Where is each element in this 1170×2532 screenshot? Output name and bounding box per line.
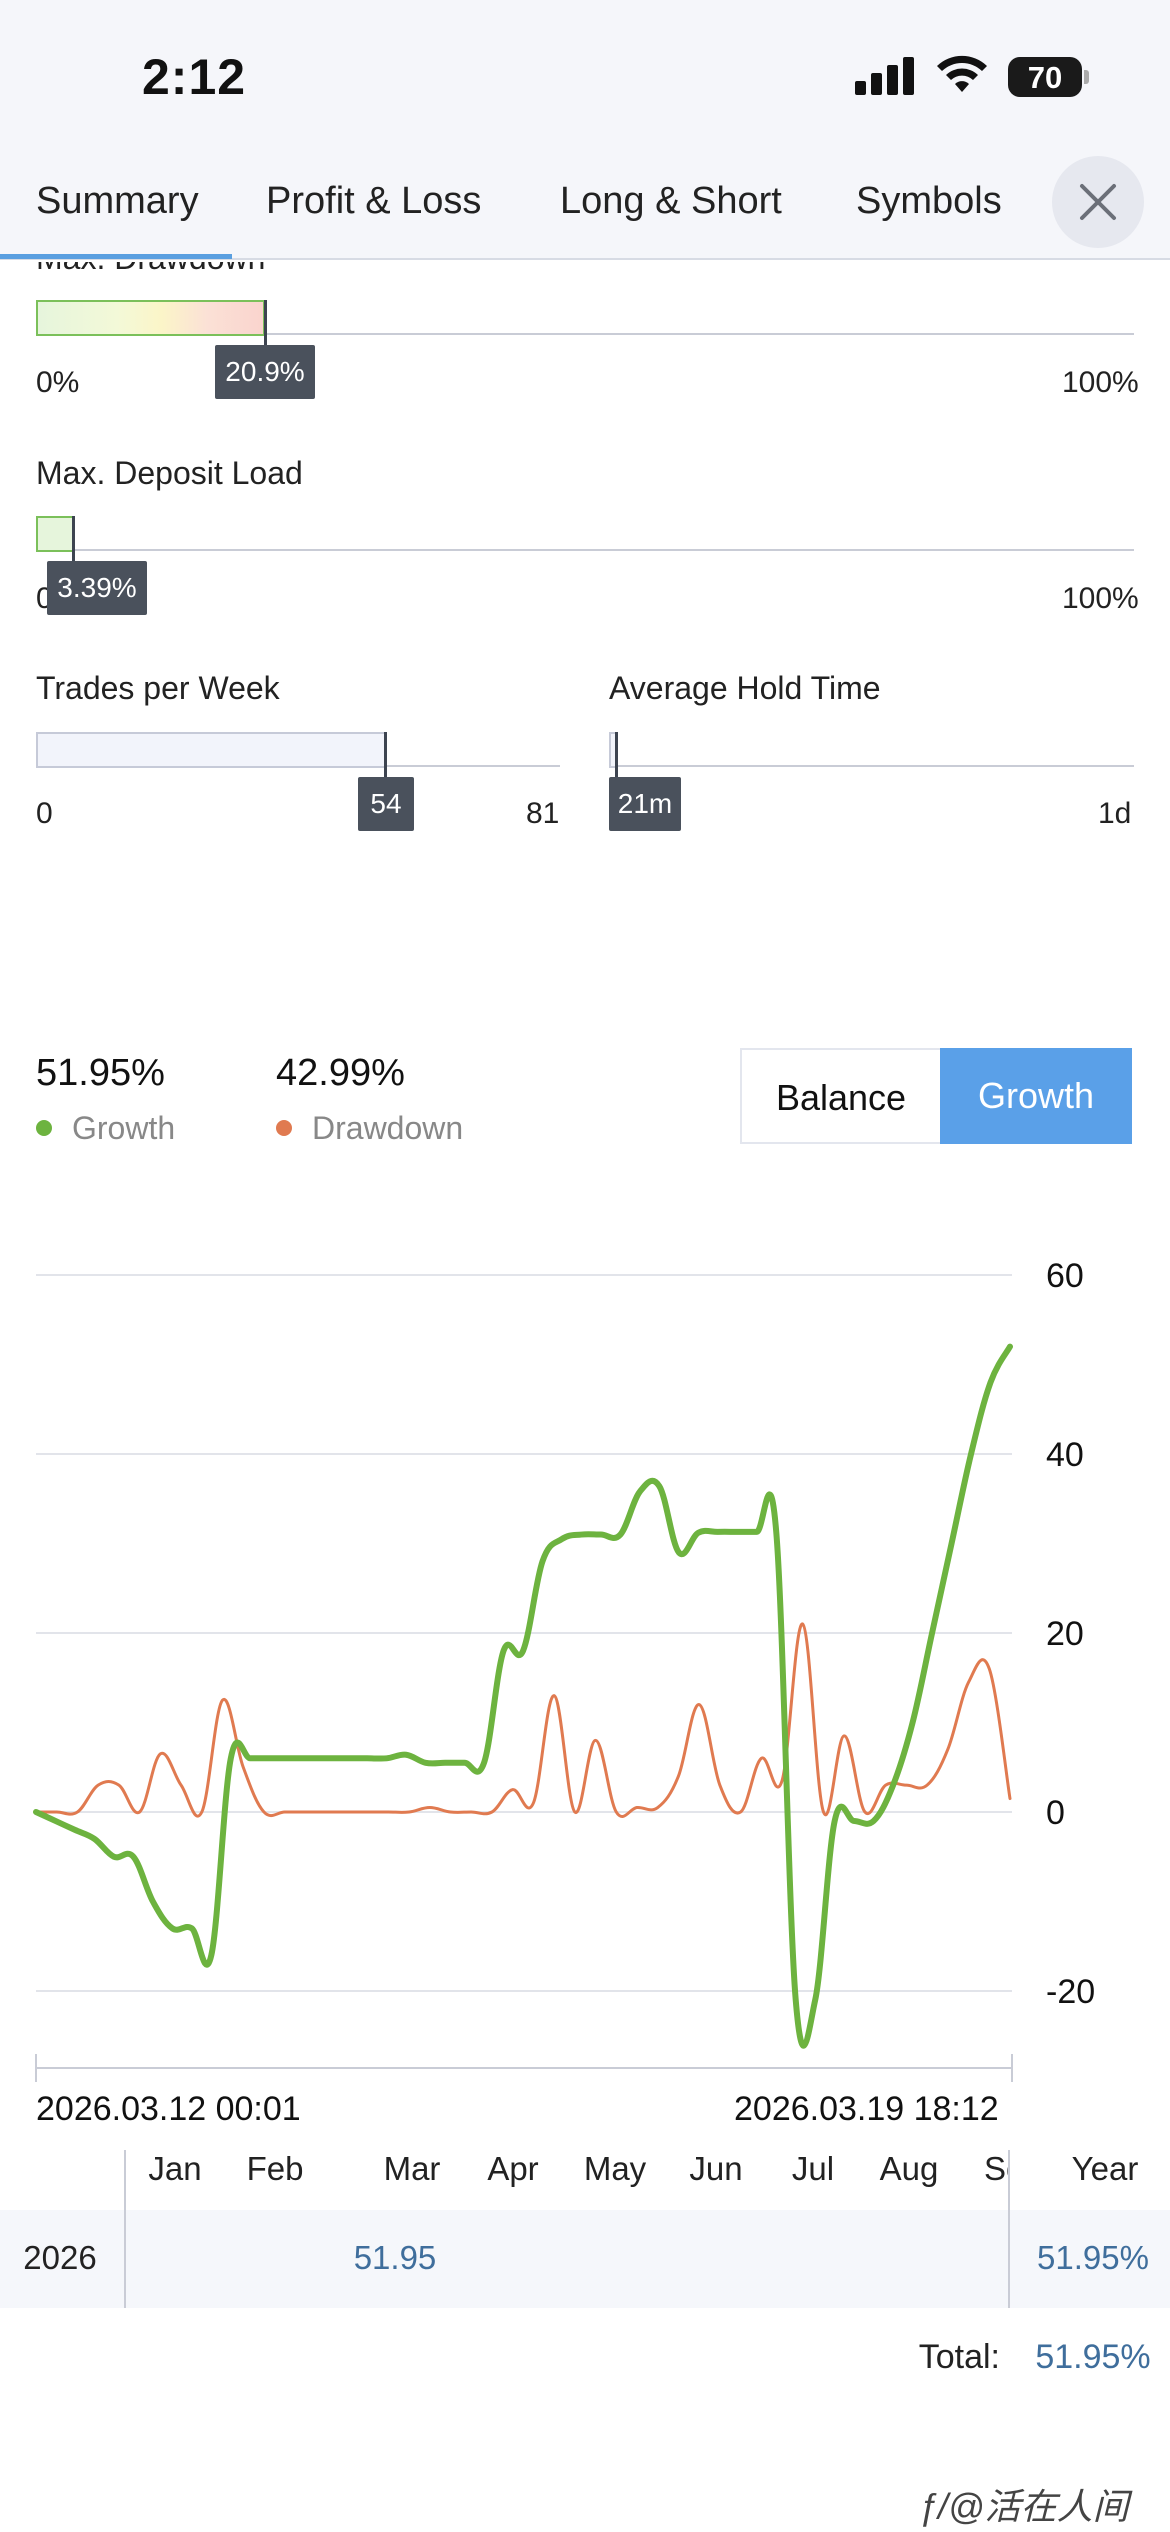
battery-icon: 70 <box>1008 57 1089 97</box>
trades-per-week-max: 81 <box>526 797 560 830</box>
month-header-jul: Jul <box>791 2150 835 2187</box>
max-drawdown-marker <box>264 300 267 345</box>
month-header-may: May <box>583 2150 647 2187</box>
y-tick-label: -20 <box>1046 1973 1095 2011</box>
month-header-sep-clip: Se <box>972 2150 1008 2190</box>
max-drawdown-track <box>36 333 1134 335</box>
chart-start-date: 2026.03.12 00:01 <box>36 2090 301 2128</box>
cellular-signal-icon <box>855 55 915 95</box>
status-bar: 2:12 70 <box>0 0 1170 150</box>
tab-profit-loss[interactable]: Profit & Loss <box>266 180 482 222</box>
average-hold-time-marker <box>615 732 618 777</box>
growth-chart: 60 40 20 0 -20 <box>33 1257 1095 2082</box>
max-deposit-load-label: Max. Deposit Load <box>36 455 303 491</box>
month-header-sep: Se <box>984 2150 1008 2187</box>
month-header-apr: Apr <box>487 2150 539 2187</box>
growth-value: 51.95% <box>36 1052 165 1094</box>
trades-per-week-fill <box>36 732 386 768</box>
max-drawdown-fill <box>36 300 265 336</box>
y-tick-label: 20 <box>1046 1615 1084 1653</box>
table-divider-left <box>124 2150 126 2260</box>
year-cell: 2026 <box>23 2239 97 2276</box>
battery-level: 70 <box>1027 60 1063 95</box>
close-button[interactable] <box>1052 156 1144 248</box>
total-value: 51.95% <box>1035 2338 1151 2376</box>
month-header-aug: Aug <box>879 2150 939 2187</box>
average-hold-time-max: 1d <box>1098 797 1132 830</box>
growth-dot-icon <box>36 1119 52 1136</box>
year-total-cell: 51.95% <box>1037 2239 1149 2276</box>
clock: 2:12 <box>142 49 247 105</box>
trades-per-week-marker <box>384 732 387 777</box>
row-divider-right <box>1008 2210 1010 2308</box>
trades-per-week-min: 0 <box>36 797 53 830</box>
max-deposit-load-value: 3.39% <box>47 561 147 615</box>
y-tick-label: 60 <box>1046 1257 1084 1295</box>
max-deposit-load-max: 100% <box>1062 582 1139 615</box>
max-deposit-load-fill <box>36 516 74 552</box>
y-tick-label: 40 <box>1046 1436 1084 1474</box>
max-deposit-load-marker <box>72 516 75 561</box>
total-label: Total: <box>918 2338 1000 2376</box>
drawdown-legend: Drawdown <box>276 1110 463 1147</box>
max-drawdown-label: Max. Drawdown <box>36 262 265 277</box>
month-header-mar: Mar <box>383 2150 441 2187</box>
max-drawdown-min: 0% <box>36 366 80 399</box>
tab-summary[interactable]: Summary <box>36 180 199 222</box>
month-header-feb: Feb <box>246 2150 304 2187</box>
drawdown-value: 42.99% <box>276 1052 405 1094</box>
growth-legend: Growth <box>36 1110 175 1147</box>
tab-long-short[interactable]: Long & Short <box>560 180 782 222</box>
trades-per-week-label: Trades per Week <box>36 670 280 706</box>
watermark: ƒ/@活在人间 <box>918 2486 1129 2527</box>
row-divider-left <box>124 2210 126 2308</box>
close-icon <box>1080 184 1116 220</box>
drawdown-legend-label: Drawdown <box>312 1110 464 1146</box>
drawdown-dot-icon <box>276 1119 292 1136</box>
growth-series-line <box>33 1343 1013 2049</box>
average-hold-time-label: Average Hold Time <box>609 670 881 706</box>
tab-symbols[interactable]: Symbols <box>856 180 1002 222</box>
year-header: Year <box>1071 2150 1139 2187</box>
tab-bar: Summary Profit & Loss Long & Short Symbo… <box>0 150 1170 260</box>
y-tick-label: 0 <box>1046 1794 1065 1832</box>
max-drawdown-label-clip: Max. Drawdown <box>0 262 1170 280</box>
mar-return-cell: 51.95 <box>353 2239 437 2276</box>
average-hold-time-value: 21m <box>609 777 681 831</box>
max-drawdown-max: 100% <box>1062 366 1139 399</box>
growth-toggle-button[interactable]: Growth <box>940 1048 1132 1144</box>
table-row: 2026 51.95 51.95% <box>0 2210 1170 2308</box>
month-header-jun: Jun <box>689 2150 743 2187</box>
max-deposit-load-track <box>36 549 1134 551</box>
growth-legend-label: Growth <box>72 1110 176 1146</box>
trades-per-week-value: 54 <box>358 777 414 831</box>
balance-toggle-button[interactable]: Balance <box>740 1048 942 1144</box>
table-divider-right <box>1008 2150 1010 2260</box>
drawdown-series-line <box>34 1622 1012 1818</box>
max-drawdown-value: 20.9% <box>215 345 315 399</box>
wifi-icon <box>937 55 987 92</box>
month-header-jan: Jan <box>148 2150 202 2187</box>
active-tab-indicator <box>0 254 232 259</box>
chart-end-date: 2026.03.19 18:12 <box>734 2090 999 2128</box>
average-hold-time-track <box>609 765 1134 767</box>
